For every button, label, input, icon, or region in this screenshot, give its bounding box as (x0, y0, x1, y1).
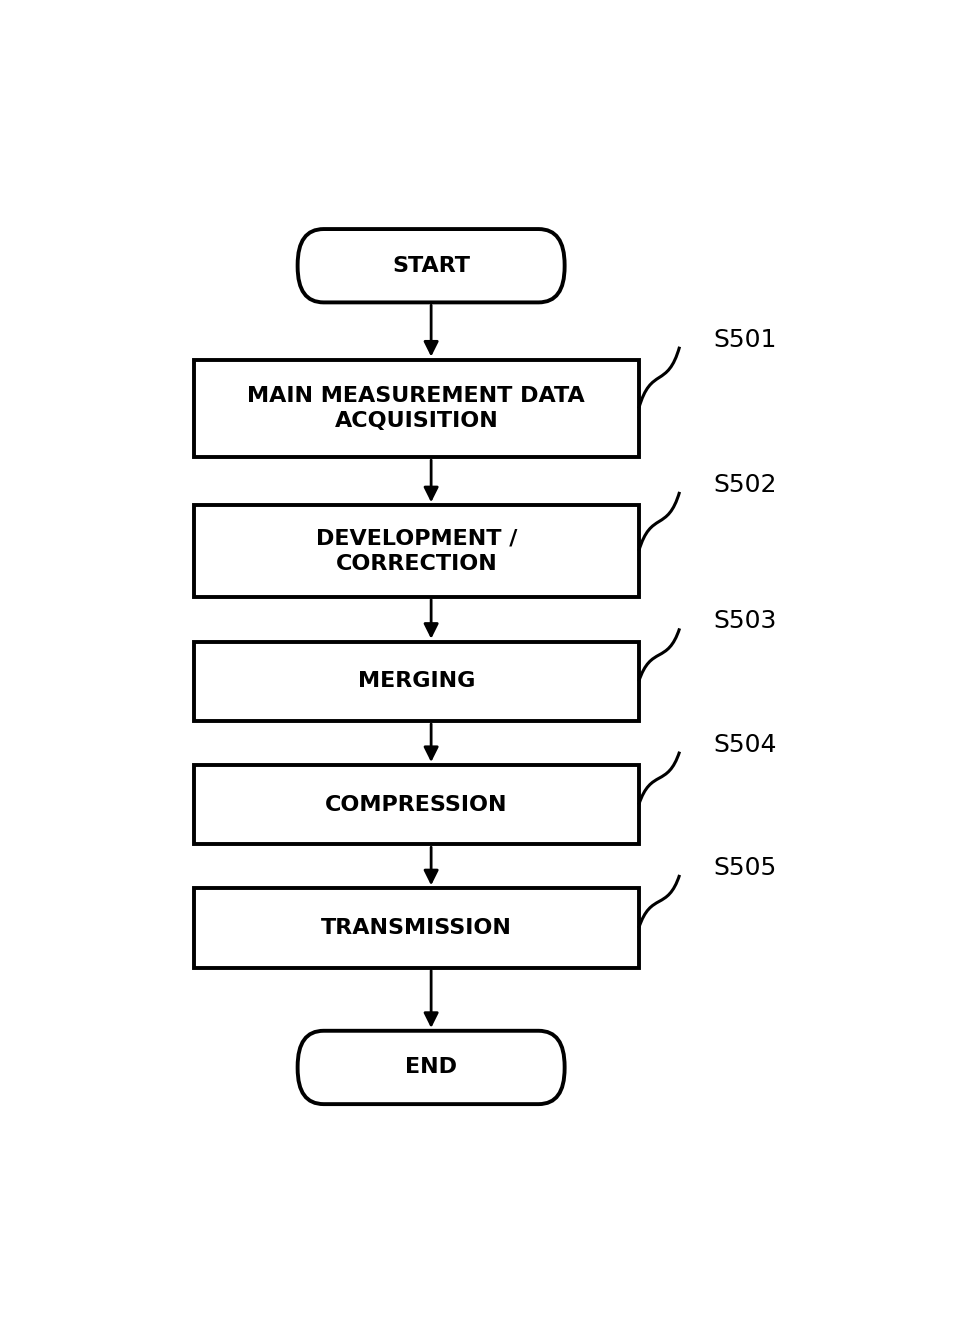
Text: S502: S502 (713, 472, 776, 497)
Text: S501: S501 (713, 328, 776, 352)
Text: S505: S505 (713, 856, 776, 880)
Text: S503: S503 (713, 610, 776, 634)
Bar (194, 888, 639, 967)
Text: S504: S504 (713, 733, 776, 757)
Text: MERGING: MERGING (358, 671, 475, 692)
Text: START: START (392, 255, 470, 275)
Text: TRANSMISSION: TRANSMISSION (321, 918, 512, 938)
Bar (194, 765, 639, 844)
Text: COMPRESSION: COMPRESSION (325, 795, 507, 815)
Bar (194, 642, 639, 721)
Text: END: END (405, 1057, 457, 1077)
Bar (194, 360, 639, 456)
FancyBboxPatch shape (298, 229, 565, 303)
Text: MAIN MEASUREMENT DATA
ACQUISITION: MAIN MEASUREMENT DATA ACQUISITION (248, 385, 585, 431)
Bar (194, 505, 639, 597)
FancyBboxPatch shape (298, 1031, 565, 1105)
Text: DEVELOPMENT /
CORRECTION: DEVELOPMENT / CORRECTION (316, 528, 517, 574)
